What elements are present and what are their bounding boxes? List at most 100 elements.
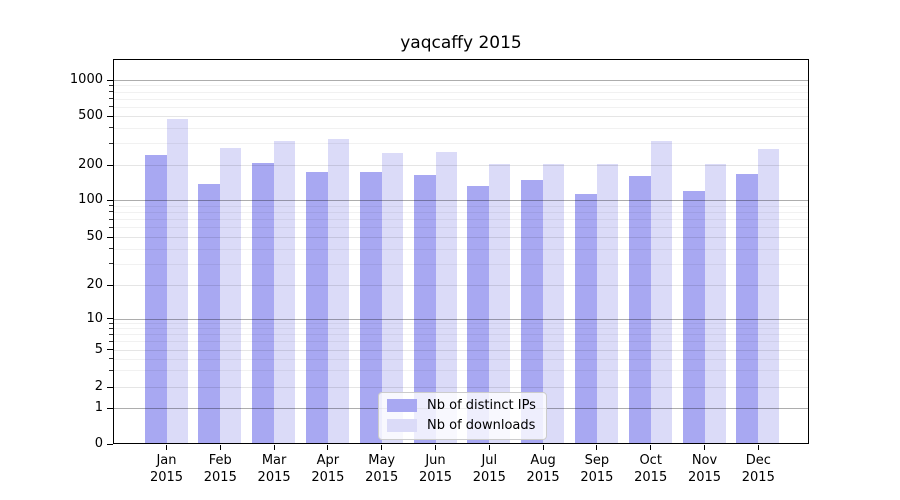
bar-may-downloads: [381, 152, 403, 444]
bar-jan-downloads: [166, 119, 188, 444]
legend: Nb of distinct IPs Nb of downloads: [378, 392, 547, 440]
x-tick-label-may: May 2015: [365, 453, 399, 485]
gridline-600: [113, 106, 809, 108]
gridline-1000: [113, 80, 809, 81]
y-minor-tick-600: [109, 106, 113, 108]
x-tick-mark-jun: [435, 445, 436, 450]
x-tick-mark-may: [381, 445, 383, 450]
x-tick-mark-jan: [166, 445, 167, 450]
y-tick-label-10: 10: [86, 310, 103, 326]
bar-mar-distinct-ips: [252, 162, 275, 444]
y-minor-tick-7: [109, 333, 113, 335]
x-tick-label-nov: Nov 2015: [687, 453, 722, 485]
x-tick-label-oct: Oct 2015: [634, 453, 668, 485]
bars-layer: [113, 59, 809, 444]
bar-jun-distinct-ips: [413, 174, 436, 444]
gridline-500: [113, 116, 809, 117]
gridline-5: [113, 349, 809, 351]
y-tick-mark-5: [107, 349, 113, 350]
bar-jul-distinct-ips: [467, 185, 490, 444]
y-minor-tick-800: [109, 91, 113, 93]
gridline-100: [113, 200, 809, 201]
bar-aug-distinct-ips: [521, 179, 544, 444]
gridline-9: [113, 323, 809, 325]
y-minor-tick-30: [109, 263, 113, 265]
x-tick-mark-apr: [327, 445, 329, 450]
gridline-60: [113, 227, 809, 229]
gridline-300: [113, 143, 809, 145]
bar-may-distinct-ips: [359, 171, 382, 444]
x-tick-label-dec: Dec 2015: [741, 453, 775, 485]
y-minor-tick-900: [109, 84, 113, 86]
y-minor-tick-9: [109, 322, 113, 324]
x-tick-label-jan: Jan 2015: [149, 453, 184, 485]
y-minor-tick-400: [109, 127, 113, 129]
x-tick-mark-oct: [650, 445, 652, 450]
bar-jul-downloads: [489, 163, 511, 444]
x-tick-mark-dec: [757, 445, 759, 450]
bar-dec-distinct-ips: [736, 174, 759, 444]
y-minor-tick-700: [109, 98, 113, 100]
gridline-8: [113, 328, 809, 330]
y-tick-mark-50: [107, 236, 113, 238]
y-minor-tick-8: [109, 327, 113, 329]
x-tick-mark-mar: [273, 445, 275, 450]
y-tick-label-1000: 1000: [69, 72, 103, 87]
y-tick-label-200: 200: [78, 157, 103, 172]
gridline-3: [113, 370, 809, 372]
y-tick-mark-10: [107, 318, 113, 319]
gridlines-layer: [113, 59, 809, 444]
legend-swatch-distinct-ips: [387, 399, 417, 412]
gridline-7: [113, 334, 809, 336]
y-minor-tick-3: [109, 369, 113, 371]
x-tick-label-aug: Aug 2015: [526, 453, 560, 485]
bar-apr-distinct-ips: [305, 172, 328, 444]
legend-entry-downloads: Nb of downloads: [387, 418, 536, 433]
bar-apr-downloads: [327, 139, 349, 444]
y-tick-mark-200: [107, 164, 113, 166]
bar-nov-distinct-ips: [682, 190, 705, 444]
y-tick-mark-500: [107, 115, 113, 117]
gridline-30: [113, 263, 809, 265]
gridline-6: [113, 341, 809, 343]
x-tick-mark-nov: [704, 445, 705, 450]
x-tick-label-apr: Apr 2015: [311, 453, 345, 485]
gridline-700: [113, 98, 809, 100]
y-tick-mark-1: [107, 407, 113, 409]
bar-aug-downloads: [543, 164, 565, 444]
bar-sep-downloads: [596, 163, 618, 444]
gridline-90: [113, 205, 809, 207]
y-minor-tick-60: [109, 226, 113, 228]
bar-jun-downloads: [435, 151, 457, 444]
y-tick-label-5: 5: [94, 341, 103, 357]
bar-jan-distinct-ips: [144, 155, 167, 444]
y-tick-mark-0: [107, 443, 113, 445]
x-tick-mark-sep: [596, 445, 598, 450]
y-minor-tick-90: [109, 205, 113, 207]
y-tick-label-500: 500: [78, 108, 103, 123]
y-tick-label-1: 1: [94, 400, 103, 415]
x-tick-mark-aug: [542, 445, 544, 450]
y-tick-label-2: 2: [94, 379, 103, 394]
gridline-50: [113, 237, 809, 238]
gridline-2: [113, 387, 809, 388]
gridline-20: [113, 285, 809, 286]
gridline-80: [113, 211, 809, 213]
y-tick-label-20: 20: [86, 277, 103, 292]
gridline-800: [113, 91, 809, 93]
y-tick-label-100: 100: [78, 192, 103, 207]
gridline-200: [113, 165, 809, 166]
y-minor-tick-80: [109, 211, 113, 213]
gridline-40: [113, 248, 809, 250]
y-minor-tick-4: [109, 358, 113, 360]
x-tick-label-jul: Jul 2015: [472, 453, 506, 485]
y-tick-mark-1000: [107, 79, 113, 81]
bar-mar-downloads: [274, 140, 296, 444]
x-tick-mark-feb: [219, 445, 221, 450]
bar-oct-downloads: [650, 141, 672, 444]
y-tick-mark-100: [107, 199, 113, 201]
legend-swatch-downloads: [387, 419, 417, 432]
x-tick-label-sep: Sep 2015: [580, 453, 614, 485]
y-minor-tick-40: [109, 248, 113, 250]
